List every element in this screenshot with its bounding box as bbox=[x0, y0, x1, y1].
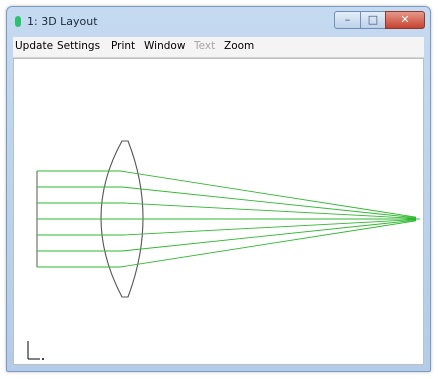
maximize-icon: □ bbox=[367, 13, 379, 26]
ray-2 bbox=[37, 186, 417, 219]
app-icon bbox=[15, 16, 21, 27]
menu-window[interactable]: Window bbox=[144, 40, 186, 52]
menu-zoom[interactable]: Zoom bbox=[224, 40, 255, 52]
ray-1 bbox=[37, 170, 417, 218]
menu-bar: Update Settings Print Window Text Zoom bbox=[13, 37, 424, 58]
window-title: 1: 3D Layout bbox=[27, 15, 98, 28]
menu-update[interactable]: Update bbox=[15, 40, 54, 52]
layout-window: 1: 3D Layout – □ ✕ Update Settings Print… bbox=[6, 6, 431, 372]
lens-element bbox=[100, 140, 144, 298]
axis-tip-dot bbox=[42, 358, 44, 360]
ray-5 bbox=[37, 219, 417, 236]
close-icon: ✕ bbox=[400, 13, 410, 26]
minimize-button[interactable]: – bbox=[334, 11, 361, 29]
maximize-button[interactable]: □ bbox=[360, 11, 386, 29]
ray-7 bbox=[37, 220, 417, 268]
ray-3 bbox=[37, 202, 417, 219]
menu-settings[interactable]: Settings bbox=[57, 40, 101, 52]
menu-print[interactable]: Print bbox=[111, 40, 136, 52]
close-button[interactable]: ✕ bbox=[385, 11, 425, 29]
title-bar[interactable]: 1: 3D Layout – □ ✕ bbox=[7, 7, 430, 37]
layout-canvas[interactable] bbox=[13, 58, 424, 365]
menu-text: Text bbox=[194, 40, 216, 52]
optical-layout-drawing bbox=[27, 140, 420, 360]
ray-6 bbox=[37, 219, 417, 252]
minimize-icon: – bbox=[344, 13, 351, 26]
